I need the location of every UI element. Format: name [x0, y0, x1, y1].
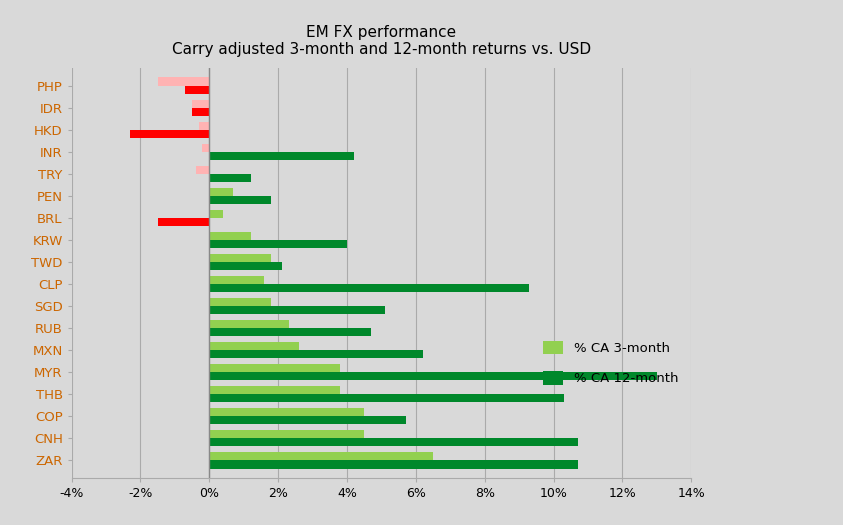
Bar: [209, 394, 564, 403]
Title: EM FX performance
Carry adjusted 3-month and 12-month returns vs. USD: EM FX performance Carry adjusted 3-month…: [172, 25, 591, 57]
Bar: [209, 350, 422, 359]
Bar: [130, 130, 209, 138]
Bar: [209, 438, 577, 446]
Bar: [209, 306, 385, 314]
Bar: [209, 328, 371, 337]
Bar: [209, 254, 271, 262]
Bar: [158, 218, 209, 226]
Bar: [209, 452, 433, 460]
Bar: [209, 460, 577, 468]
Bar: [158, 78, 209, 86]
Bar: [209, 262, 282, 270]
Bar: [209, 372, 657, 381]
Bar: [209, 386, 340, 394]
Bar: [209, 152, 354, 160]
Bar: [209, 276, 265, 284]
Bar: [209, 232, 250, 240]
Bar: [209, 209, 223, 218]
Bar: [199, 121, 209, 130]
Bar: [209, 187, 234, 196]
Bar: [209, 284, 529, 292]
Bar: [202, 143, 209, 152]
Bar: [209, 416, 405, 425]
Bar: [209, 240, 347, 248]
Bar: [209, 174, 250, 182]
Bar: [209, 342, 298, 350]
Bar: [209, 364, 340, 372]
Bar: [192, 100, 209, 108]
Bar: [209, 430, 364, 438]
Bar: [192, 108, 209, 116]
Bar: [209, 298, 271, 306]
Bar: [209, 408, 364, 416]
Bar: [185, 86, 209, 94]
Bar: [196, 165, 209, 174]
Legend: % CA 3-month, % CA 12-month: % CA 3-month, % CA 12-month: [537, 334, 685, 392]
Bar: [209, 196, 271, 204]
Bar: [209, 320, 288, 328]
